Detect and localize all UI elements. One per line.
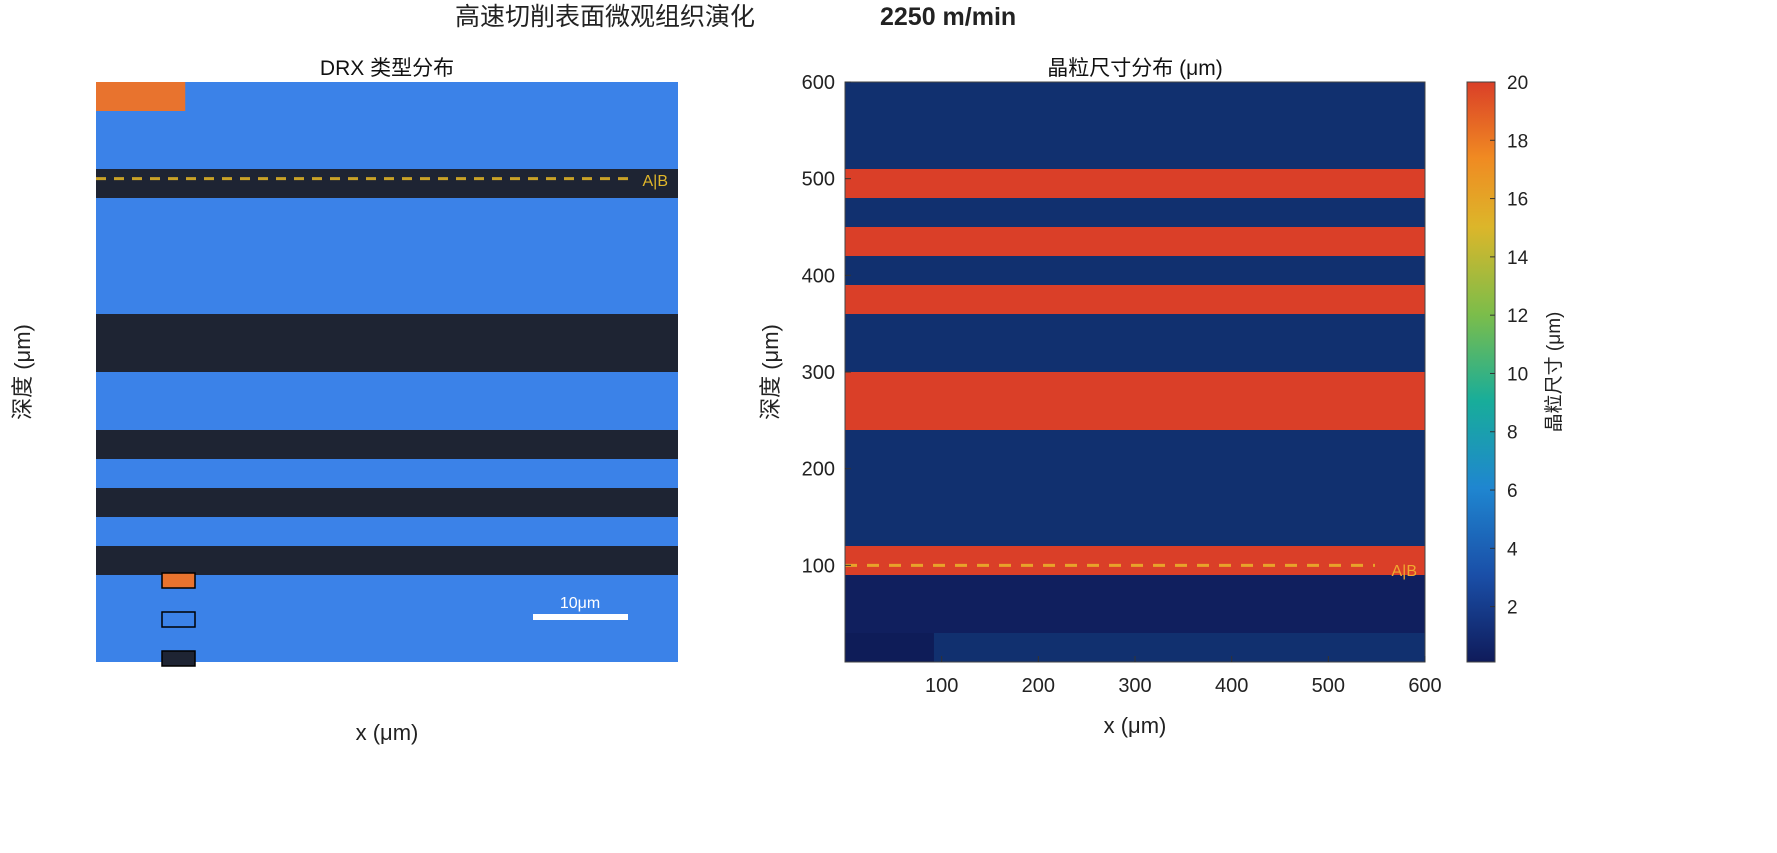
scale-bar-label: 10μm <box>560 595 600 612</box>
colorbar-tick-label: 14 <box>1507 248 1529 269</box>
grain-region <box>845 285 1425 314</box>
drx-dark-band <box>96 488 678 517</box>
drx-dark-band <box>96 546 678 575</box>
x-tick-label: 300 <box>1118 675 1151 697</box>
grain-region <box>845 546 1425 575</box>
legend-swatch <box>161 572 196 589</box>
y-tick-label: 200 <box>802 459 835 481</box>
colorbar-tick-label: 4 <box>1507 539 1518 560</box>
colorbar-bar <box>1466 81 1496 663</box>
figure-title: 高速切削表面微观组织演化 <box>455 3 755 31</box>
colorbar-label: 晶粒尺寸 (μm) <box>1543 312 1565 433</box>
x-tick-label: 600 <box>1408 675 1441 697</box>
colorbar-tick-label: 2 <box>1507 598 1518 619</box>
grain-region <box>845 169 1425 198</box>
x-tick-label: 500 <box>1312 675 1345 697</box>
y-tick-label: 500 <box>802 169 835 191</box>
right-title: 晶粒尺寸分布 (μm) <box>1047 57 1222 80</box>
drx-dark-band <box>96 430 678 459</box>
y-tick-label: 100 <box>802 555 835 577</box>
colorbar-tick-label: 18 <box>1507 131 1528 152</box>
y-tick-label: 300 <box>802 362 835 384</box>
colorbar-tick-label: 12 <box>1507 306 1528 327</box>
y-tick-label: 600 <box>802 72 835 94</box>
drx-orange-patch <box>96 82 186 111</box>
grain-region <box>845 633 934 662</box>
y-tick-label: 400 <box>802 265 835 287</box>
x-tick-label: 200 <box>1022 675 1055 697</box>
grain-region <box>845 372 1425 430</box>
colorbar-tick-label: 10 <box>1507 364 1528 385</box>
colorbar-tick-label: 16 <box>1507 190 1528 211</box>
drx-type-axes: DRX 类型分布 x (μm) 深度 (μm) A|B 10μm <box>10 57 678 745</box>
grain-region <box>845 227 1425 256</box>
colorbar-tick-label: 20 <box>1507 73 1528 94</box>
drx-dark-band <box>96 314 678 372</box>
drx-dark-band <box>96 169 678 198</box>
right-divider-label: A|B <box>1392 563 1418 580</box>
left-divider-label: A|B <box>643 173 669 190</box>
grain-size-axes: 晶粒尺寸分布 (μm) x (μm) 深度 (μm) 100 200 300 400 5… <box>758 57 1565 738</box>
left-title: DRX 类型分布 <box>320 57 454 80</box>
right-ylabel: 深度 (μm) <box>758 324 783 420</box>
figure-speed: 2250 m/min <box>880 3 1016 31</box>
left-ylabel: 深度 (μm) <box>10 324 35 420</box>
colorbar-tick-label: 8 <box>1507 423 1518 444</box>
colorbar-tick-label: 6 <box>1507 481 1518 502</box>
x-tick-label: 100 <box>925 675 958 697</box>
legend-swatch <box>161 611 196 628</box>
left-xlabel: x (μm) <box>356 720 419 745</box>
grain-region <box>845 575 1425 633</box>
right-xlabel: x (μm) <box>1104 713 1167 738</box>
legend-swatch <box>161 650 196 667</box>
scale-bar <box>533 614 628 620</box>
x-tick-label: 400 <box>1215 675 1248 697</box>
